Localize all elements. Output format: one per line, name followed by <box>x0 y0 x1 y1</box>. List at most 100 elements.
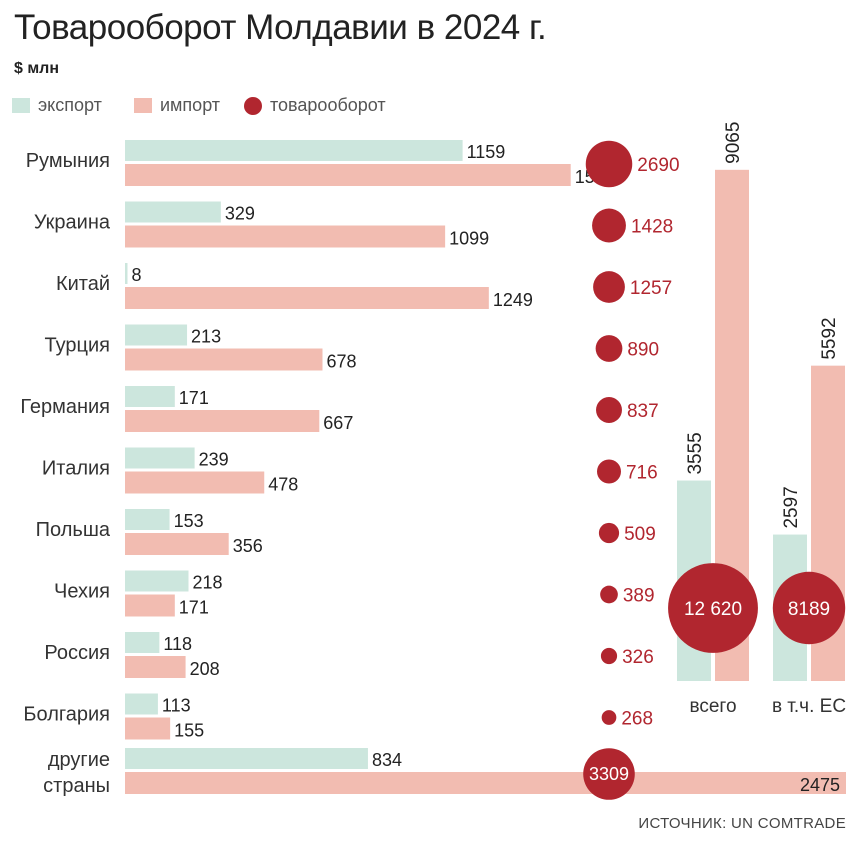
category-label: Россия <box>44 642 110 664</box>
import-bar <box>125 717 171 740</box>
import-value-label: 2475 <box>800 775 840 795</box>
import-value-label: 208 <box>190 659 220 679</box>
source-note: ИСТОЧНИК: UN COMTRADE <box>638 815 846 832</box>
total-import-value-label: 9065 <box>723 122 744 164</box>
turnover-circle <box>583 748 635 800</box>
legend-label-import: импорт <box>160 95 221 115</box>
turnover-circle <box>595 335 623 362</box>
unit-label: $ млн <box>14 60 60 77</box>
turnover-circle <box>601 710 617 725</box>
turnover-circle <box>598 522 620 544</box>
import-value-label: 1249 <box>493 290 533 310</box>
category-label: Чехия <box>54 581 110 603</box>
export-value-label: 329 <box>225 204 255 224</box>
category-label: Германия <box>20 396 110 418</box>
export-bar <box>125 386 175 407</box>
turnover-circle <box>596 397 622 423</box>
import-bar <box>125 164 571 186</box>
total-category-label: в т.ч. ЕС <box>772 696 846 717</box>
turnover-value-label: 716 <box>626 463 658 484</box>
export-bar <box>125 324 188 346</box>
import-value-label: 171 <box>179 598 209 618</box>
import-bar <box>125 225 446 248</box>
export-value-label: 1159 <box>467 142 506 162</box>
import-value-label: 356 <box>233 536 263 556</box>
export-bar <box>125 632 160 653</box>
turnover-value-label: 2690 <box>637 155 679 176</box>
export-bar <box>125 693 158 715</box>
export-value-label: 113 <box>162 696 191 716</box>
category-label: Болгария <box>23 704 110 726</box>
category-label: Турция <box>45 335 110 357</box>
legend-label-export: экспорт <box>38 95 102 115</box>
chart-title: Товарооборот Молдавии в 2024 г. <box>14 8 547 47</box>
total-import-value-label: 5592 <box>819 317 840 359</box>
total-turnover-circle <box>772 571 846 645</box>
total-turnover-value-label: 8189 <box>788 599 830 620</box>
turnover-circle <box>585 140 633 188</box>
legend-item-import: импорт <box>134 95 220 116</box>
import-bar <box>125 410 320 432</box>
export-value-label: 834 <box>372 750 402 770</box>
legend-label-turnover: товарооборот <box>270 95 386 115</box>
turnover-value-label: 1257 <box>630 278 672 299</box>
import-bar <box>125 348 323 371</box>
turnover-value-label: 326 <box>622 647 654 668</box>
turnover-circle <box>600 585 618 604</box>
import-bar <box>125 533 229 555</box>
turnover-value-label: 1428 <box>631 217 673 238</box>
turnover-circle <box>597 459 621 484</box>
export-bar <box>125 509 170 530</box>
import-value-label: 678 <box>327 352 357 372</box>
import-bar <box>125 772 846 794</box>
import-bar <box>125 287 489 309</box>
legend-swatch-turnover <box>244 96 262 115</box>
category-label: страны <box>43 775 110 797</box>
turnover-value-label: 509 <box>624 524 656 545</box>
import-bar <box>125 471 265 494</box>
export-value-label: 171 <box>179 388 209 408</box>
total-export-value-label: 3555 <box>685 432 706 474</box>
import-bar <box>125 656 186 678</box>
export-bar <box>125 263 128 284</box>
category-label: Италия <box>42 458 110 480</box>
total-category-label: всего <box>689 696 736 717</box>
turnover-value-label: 837 <box>627 401 659 422</box>
import-bar <box>125 594 175 617</box>
category-label: Польша <box>36 519 111 541</box>
export-bar <box>125 201 221 223</box>
total-turnover-value-label: 12 620 <box>684 599 742 620</box>
total-export-value-label: 2597 <box>781 486 802 528</box>
legend-item-export: экспорт <box>12 95 102 116</box>
legend-swatch-export <box>12 98 30 113</box>
import-value-label: 667 <box>323 413 353 433</box>
export-value-label: 118 <box>163 634 192 654</box>
export-value-label: 213 <box>191 327 221 347</box>
turnover-circle <box>593 271 625 303</box>
turnover-value-label: 389 <box>623 586 655 607</box>
turnover-circle <box>600 647 618 665</box>
turnover-circle <box>592 208 626 243</box>
total-turnover-circle <box>668 563 758 653</box>
import-value-label: 155 <box>174 721 204 741</box>
export-bar <box>125 140 463 161</box>
import-value-label: 478 <box>268 475 298 495</box>
export-bar <box>125 748 368 769</box>
category-label: Украина <box>34 212 111 234</box>
category-label: Китай <box>56 273 110 295</box>
legend-swatch-import <box>134 98 152 113</box>
turnover-value-label: 3309 <box>589 764 629 784</box>
category-label: другие <box>48 749 110 771</box>
export-value-label: 8 <box>132 265 142 285</box>
legend-item-turnover: товарооборот <box>244 95 386 116</box>
turnover-value-label: 890 <box>627 340 659 361</box>
export-value-label: 218 <box>193 573 223 593</box>
export-value-label: 239 <box>199 450 229 470</box>
import-value-label: 1099 <box>449 229 489 249</box>
turnover-value-label: 268 <box>621 709 653 730</box>
export-value-label: 153 <box>174 511 204 531</box>
export-bar <box>125 447 195 469</box>
category-label: Румыния <box>26 150 110 172</box>
export-bar <box>125 570 189 592</box>
